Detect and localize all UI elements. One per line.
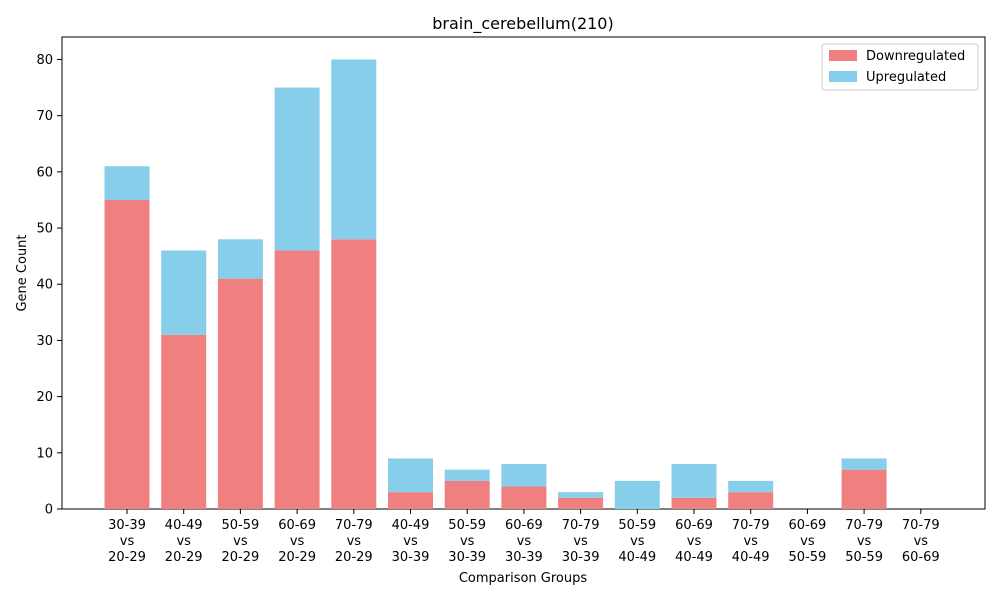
legend-swatch-upregulated: [829, 71, 857, 82]
bar-upregulated-4: [331, 59, 377, 240]
x-tick-label: 40-49 vs 30-39: [392, 518, 430, 565]
x-tick-label: 40-49 vs 20-29: [165, 518, 203, 565]
bar-upregulated-9: [614, 480, 660, 509]
x-tick-label: 30-39 vs 20-29: [108, 518, 146, 565]
legend: Downregulated Upregulated: [821, 43, 979, 91]
y-tick-label: 60: [36, 165, 53, 180]
bar-upregulated-1: [161, 250, 207, 335]
y-tick-label: 40: [36, 278, 53, 293]
x-tick-label: 70-79 vs 20-29: [335, 518, 373, 565]
y-tick-label: 10: [36, 446, 53, 461]
bar-downregulated-8: [558, 497, 604, 509]
y-tick-label: 20: [36, 390, 53, 405]
x-tick-label: 50-59 vs 20-29: [222, 518, 260, 565]
x-tick-label: 70-79 vs 40-49: [732, 518, 770, 565]
y-tick-label: 50: [36, 222, 53, 237]
bar-downregulated-2: [217, 278, 263, 509]
bar-upregulated-3: [274, 87, 320, 251]
bar-downregulated-11: [728, 492, 774, 509]
bar-downregulated-7: [501, 486, 547, 509]
y-tick-label: 80: [36, 53, 53, 68]
bar-downregulated-13: [841, 469, 887, 509]
x-tick-label: 70-79 vs 60-69: [902, 518, 940, 565]
legend-swatch-downregulated: [829, 50, 857, 61]
bar-upregulated-6: [444, 469, 490, 481]
x-axis: 30-39 vs 20-29 40-49 vs 20-29 50-59 vs 20-29 60-6…: [108, 509, 940, 565]
x-tick-label: 60-69 vs 40-49: [675, 518, 713, 565]
y-axis-label: Gene Count: [15, 234, 30, 311]
bar-upregulated-0: [104, 166, 150, 200]
y-axis: 0 10 20 30 40 50 60 70 80: [36, 53, 62, 518]
bar-upregulated-7: [501, 464, 547, 487]
bar-upregulated-5: [388, 458, 433, 493]
bar-downregulated-1: [161, 334, 207, 509]
x-axis-label: Comparison Groups: [459, 571, 588, 586]
bar-downregulated-5: [388, 492, 433, 509]
x-tick-label: 60-69 vs 30-39: [505, 518, 543, 565]
bars-layer: [104, 59, 887, 510]
bar-upregulated-11: [728, 480, 774, 493]
legend-label-downregulated: Downregulated: [866, 49, 965, 64]
bar-upregulated-8: [558, 492, 604, 498]
chart-title: brain_cerebellum(210): [432, 14, 613, 34]
x-tick-label: 50-59 vs 30-39: [448, 518, 486, 565]
x-tick-label: 60-69 vs 20-29: [278, 518, 316, 565]
x-tick-label: 70-79 vs 50-59: [845, 518, 883, 565]
legend-box: [821, 43, 979, 91]
bar-upregulated-2: [217, 239, 263, 279]
legend-label-upregulated: Upregulated: [866, 70, 946, 85]
bar-upregulated-10: [671, 464, 717, 498]
y-tick-label: 0: [45, 503, 53, 518]
bar-downregulated-0: [104, 199, 150, 509]
bar-downregulated-6: [444, 480, 490, 509]
x-tick-label: 60-69 vs 50-59: [789, 518, 827, 565]
y-tick-label: 30: [36, 334, 53, 349]
bar-downregulated-10: [671, 497, 717, 509]
y-tick-label: 70: [36, 109, 53, 124]
x-tick-label: 50-59 vs 40-49: [618, 518, 656, 565]
bar-downregulated-4: [331, 239, 377, 510]
bar-downregulated-3: [274, 250, 320, 509]
bar-upregulated-13: [841, 458, 887, 470]
x-tick-label: 70-79 vs 30-39: [562, 518, 600, 565]
